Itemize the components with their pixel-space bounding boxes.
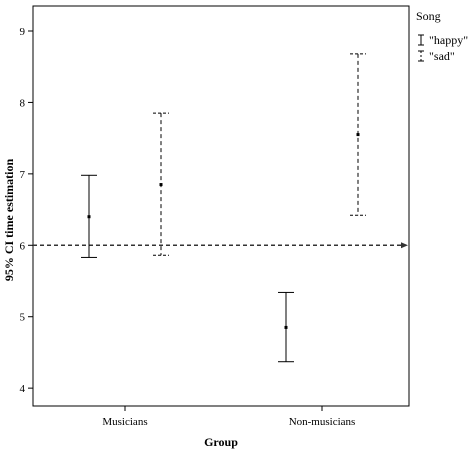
mean-point bbox=[284, 325, 288, 329]
error-bar bbox=[153, 112, 169, 256]
mean-point bbox=[87, 215, 91, 219]
legend: Song "happy" "sad" bbox=[416, 9, 468, 63]
error-bar bbox=[350, 53, 366, 216]
y-axis-title: 95% CI time estimation bbox=[2, 159, 16, 282]
plot-frame bbox=[32, 5, 410, 407]
legend-label: "sad" bbox=[429, 49, 455, 63]
mean-point bbox=[159, 183, 163, 187]
x-tick-label: Non-musicians bbox=[289, 416, 356, 428]
x-tick-label: Musicians bbox=[102, 416, 147, 428]
y-axis: 4 5 6 7 8 9 bbox=[20, 26, 33, 395]
legend-entry: "sad" bbox=[418, 49, 455, 63]
mean-point bbox=[356, 133, 360, 137]
y-tick-label: 8 bbox=[20, 97, 26, 109]
y-tick-label: 6 bbox=[20, 240, 26, 252]
y-tick-label: 7 bbox=[20, 169, 26, 181]
legend-label: "happy" bbox=[429, 33, 468, 47]
series-layer bbox=[81, 53, 366, 363]
error-bar bbox=[81, 174, 97, 258]
y-tick-label: 5 bbox=[20, 312, 26, 324]
y-tick-label: 4 bbox=[20, 383, 26, 395]
legend-title: Song bbox=[416, 9, 441, 23]
legend-entry: "happy" bbox=[418, 33, 468, 47]
reference-line-arrow bbox=[401, 242, 408, 249]
x-axis-title: Group bbox=[204, 435, 238, 449]
error-bar bbox=[278, 291, 294, 363]
x-axis: Musicians Non-musicians bbox=[102, 406, 355, 428]
y-tick-label: 9 bbox=[20, 26, 26, 38]
